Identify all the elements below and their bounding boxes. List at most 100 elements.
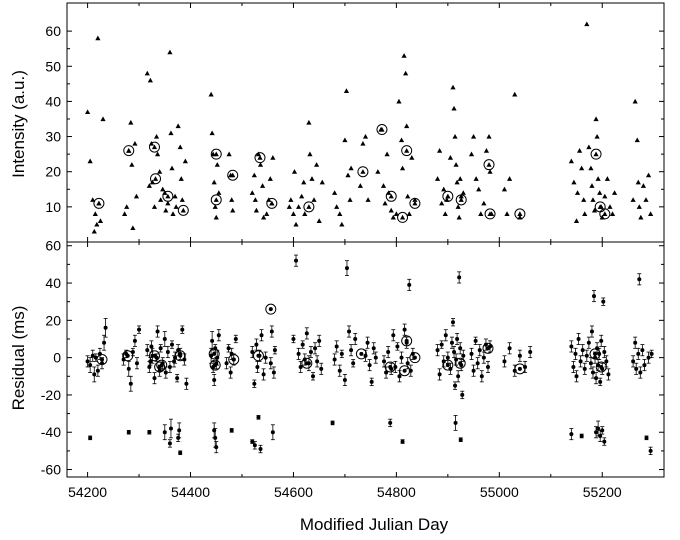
intensity-point [251, 172, 257, 178]
residual-point [182, 357, 187, 362]
intensity-point [634, 137, 640, 143]
intensity-point [291, 169, 298, 174]
panel-top-intensity: 10 20 30 40 50 60 [45, 2, 665, 243]
intensity-point [211, 179, 217, 185]
residual-point [145, 348, 150, 353]
residual-point [502, 359, 507, 364]
highlighted-intensity-point [487, 211, 493, 216]
residual-point [367, 363, 372, 368]
highlighted-intensity-point [597, 204, 603, 209]
intensity-point [146, 183, 152, 188]
intensity-point [177, 144, 183, 150]
intensity-point [314, 162, 320, 167]
residual-point [147, 364, 152, 369]
intensity-point [478, 211, 484, 216]
intensity-point [348, 165, 354, 171]
residual-point [85, 359, 90, 364]
intensity-point [468, 151, 475, 157]
highlighted-intensity-point [213, 151, 219, 157]
plot-frame-bottom [66, 241, 665, 478]
highlight-circle [401, 335, 413, 347]
intensity-point [132, 140, 138, 146]
residual-point [582, 366, 587, 371]
highlighted-intensity-point [388, 193, 394, 199]
highlighted-residual-point [125, 353, 130, 358]
highlight-circle [355, 348, 367, 360]
y-tick-label-bottom: 40 [45, 275, 61, 291]
residual-point [168, 426, 173, 431]
intensity-point [92, 211, 98, 216]
residual-point [315, 359, 320, 364]
intensity-point [178, 176, 184, 181]
residual-point [397, 374, 402, 379]
residual-point [604, 359, 609, 364]
residual-point [391, 333, 396, 338]
residual-point [371, 346, 376, 351]
residual-point [162, 336, 167, 341]
intensity-point [255, 151, 262, 157]
intensity-point [589, 183, 595, 188]
intensity-point [293, 221, 299, 227]
highlight-circle [599, 208, 611, 220]
intensity-point [169, 165, 175, 171]
intensity-point [437, 148, 443, 153]
residual-point [298, 364, 303, 369]
highlight-circle [514, 363, 526, 375]
highlight-circle [455, 194, 467, 206]
residual-point [233, 336, 238, 341]
highlight-circle [156, 359, 168, 371]
highlighted-residual-point [458, 361, 463, 366]
intensity-point [260, 214, 267, 220]
intensity-point [90, 197, 96, 202]
y-tick-label-bottom: 20 [45, 312, 61, 328]
intensity-point [571, 179, 577, 185]
intensity-point [332, 190, 338, 195]
residual-point [152, 376, 157, 381]
intensity-point [593, 116, 599, 122]
intensity-point [360, 140, 366, 146]
residual-point [435, 348, 440, 353]
residual-point [229, 428, 234, 433]
residual-point [250, 350, 255, 355]
highlight-circle [122, 350, 134, 362]
highlight-circle [209, 359, 221, 371]
intensity-point [390, 214, 396, 220]
intensity-point [286, 204, 292, 209]
intensity-point [401, 53, 407, 58]
intensity-point [404, 123, 410, 129]
highlighted-residual-point [388, 364, 393, 369]
residual-point [313, 346, 318, 351]
residual-point [212, 378, 217, 383]
intensity-point [307, 151, 313, 157]
highlight-circle [148, 141, 160, 153]
highlighted-residual-point [304, 361, 309, 366]
intensity-point [636, 204, 642, 209]
residual-point [439, 342, 444, 347]
y-tick-label-top: 10 [45, 199, 61, 215]
residual-point [148, 359, 153, 364]
residual-point [455, 336, 460, 341]
residual-point [571, 364, 576, 369]
residual-point [268, 361, 273, 366]
highlighted-intensity-point [126, 148, 132, 153]
intensity-point [501, 186, 508, 192]
highlight-circle [252, 350, 264, 362]
intensity-point [337, 211, 343, 216]
intensity-point [611, 190, 618, 195]
residual-point [602, 439, 607, 444]
residual-point [330, 420, 335, 425]
intensity-point [409, 155, 415, 160]
intensity-point [380, 183, 387, 188]
intensity-point [454, 179, 460, 185]
residual-point [90, 353, 95, 358]
highlighted-residual-point [445, 363, 450, 368]
intensity-point [412, 197, 418, 202]
residual-point [598, 433, 603, 438]
plot-frame-top [66, 2, 665, 243]
intensity-point [476, 186, 482, 192]
intensity-point [343, 88, 350, 93]
y-tick-label-top: 20 [45, 164, 61, 180]
residual-point [167, 441, 172, 446]
highlighted-intensity-point [399, 214, 406, 220]
